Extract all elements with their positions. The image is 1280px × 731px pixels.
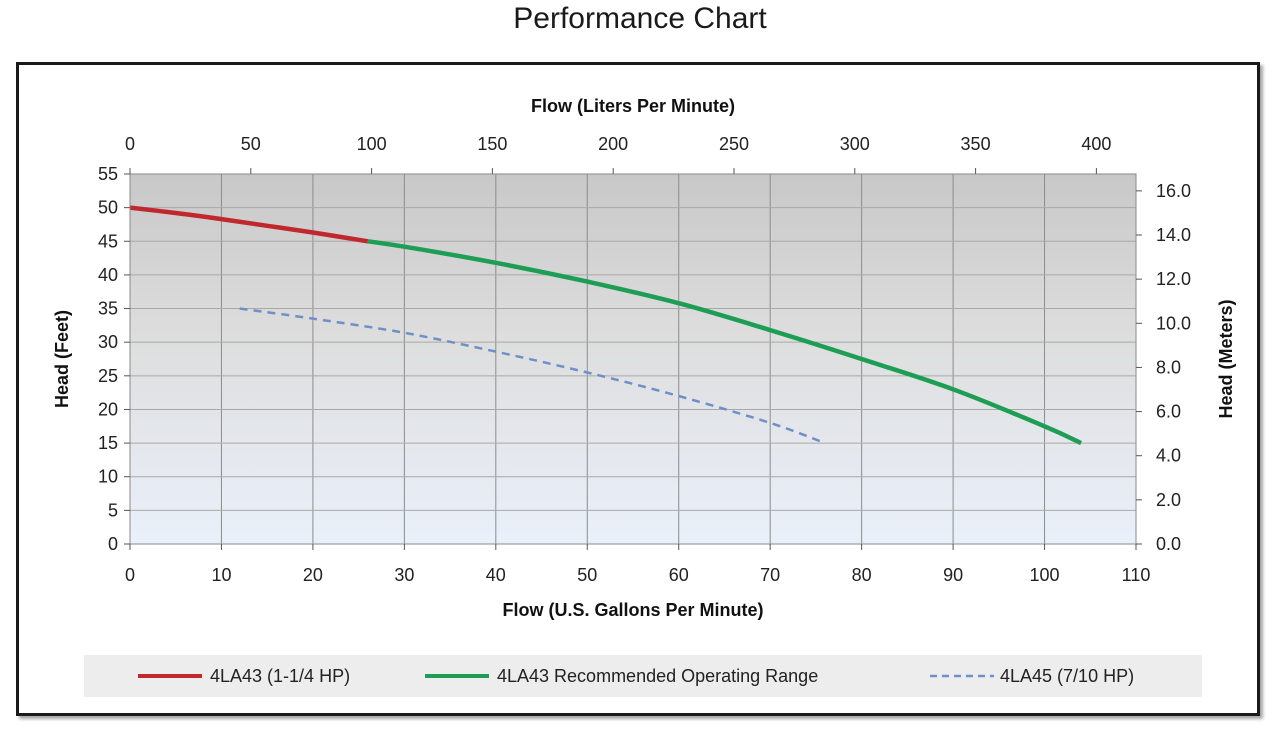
y-right-tick-label-6: 12.0 xyxy=(1156,269,1191,289)
legend-label-0: 4LA43 (1-1/4 HP) xyxy=(210,666,350,686)
legend-box xyxy=(84,655,1202,697)
x-bottom-tick-label-4: 40 xyxy=(486,565,506,585)
x-bottom-tick-label-10: 100 xyxy=(1030,565,1060,585)
x-top-tick-label-1: 50 xyxy=(241,134,261,154)
legend: 4LA43 (1-1/4 HP) 4LA43 Recommended Opera… xyxy=(84,655,1202,697)
x-bottom-tick-label-11: 110 xyxy=(1122,565,1151,585)
y-left-tick-label-8: 40 xyxy=(98,265,118,285)
x-bottom-tick-label-6: 60 xyxy=(669,565,689,585)
y-right-tick-label-0: 0.0 xyxy=(1156,534,1181,554)
y-left-tick-label-6: 30 xyxy=(98,332,118,352)
y-right-tick-label-7: 14.0 xyxy=(1156,225,1191,245)
x-bottom-tick-label-2: 20 xyxy=(303,565,323,585)
x-top-tick-label-6: 300 xyxy=(840,134,870,154)
y-left-tick-label-3: 15 xyxy=(98,433,118,453)
plot-border xyxy=(129,173,1137,545)
y-left-tick-label-0: 0 xyxy=(108,534,118,554)
y-right-axis-title: Head (Meters) xyxy=(1216,299,1236,418)
x-top-axis-title: Flow (Liters Per Minute) xyxy=(531,96,735,116)
y-right-tick-label-1: 2.0 xyxy=(1156,490,1181,510)
y-left-axis-title: Head (Feet) xyxy=(52,310,72,408)
series-lines xyxy=(129,205,1083,446)
x-top-tick-label-2: 100 xyxy=(357,134,387,154)
x-bottom-tick-label-1: 10 xyxy=(211,565,231,585)
x-bottom-axis-title: Flow (U.S. Gallons Per Minute) xyxy=(502,600,763,620)
y-left-tick-label-2: 10 xyxy=(98,467,118,487)
y-right-tick-label-3: 6.0 xyxy=(1156,402,1181,422)
plot-area xyxy=(130,174,1136,544)
y-left-tick-label-7: 35 xyxy=(98,299,118,319)
x-top-tick-label-3: 150 xyxy=(477,134,507,154)
y-left-tick-label-10: 50 xyxy=(98,198,118,218)
y-left-tick-label-5: 25 xyxy=(98,366,118,386)
legend-label-1: 4LA43 Recommended Operating Range xyxy=(497,666,818,686)
y-right-tick-label-5: 10.0 xyxy=(1156,313,1191,333)
y-left-tick-label-4: 20 xyxy=(98,399,118,419)
x-bottom-tick-label-5: 50 xyxy=(577,565,597,585)
legend-label-2: 4LA45 (7/10 HP) xyxy=(1000,666,1134,686)
series-line-1 xyxy=(367,239,1083,446)
series-line-0 xyxy=(129,205,369,244)
y-right-tick-label-8: 16.0 xyxy=(1156,181,1191,201)
series-line-2 xyxy=(239,307,826,445)
x-top-tick-label-7: 350 xyxy=(961,134,991,154)
x-top-tick-label-5: 250 xyxy=(719,134,749,154)
x-bottom-tick-label-0: 0 xyxy=(125,565,135,585)
y-left-tick-label-1: 5 xyxy=(108,500,118,520)
y-left-tick-label-11: 55 xyxy=(98,164,118,184)
x-top-tick-label-4: 200 xyxy=(598,134,628,154)
x-bottom-tick-label-9: 90 xyxy=(943,565,963,585)
x-bottom-tick-label-7: 70 xyxy=(760,565,780,585)
page-title: Performance Chart xyxy=(513,2,767,35)
y-right-tick-label-2: 4.0 xyxy=(1156,446,1181,466)
y-left-tick-label-9: 45 xyxy=(98,231,118,251)
y-right-tick-label-4: 8.0 xyxy=(1156,357,1181,377)
x-bottom-tick-label-8: 80 xyxy=(852,565,872,585)
x-top-tick-label-0: 0 xyxy=(125,134,135,154)
x-bottom-tick-label-3: 30 xyxy=(394,565,414,585)
x-top-tick-label-8: 400 xyxy=(1081,134,1111,154)
